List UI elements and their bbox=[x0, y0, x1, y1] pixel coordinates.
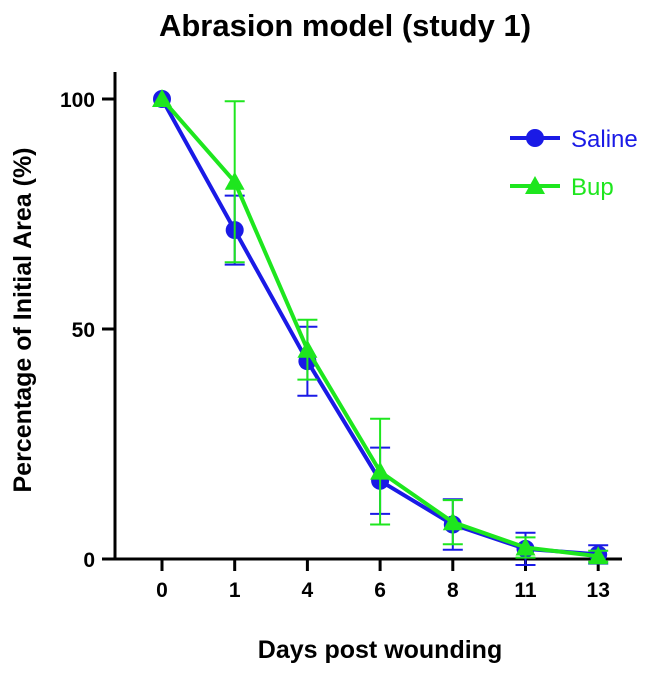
legend-item-bup: Bup bbox=[510, 174, 614, 201]
data-point-bup-0 bbox=[152, 89, 172, 107]
x-tick-label-6: 6 bbox=[374, 579, 386, 602]
legend-label-saline: Saline bbox=[571, 126, 638, 153]
x-axis-label: Days post wounding bbox=[258, 636, 502, 664]
data-point-bup-13 bbox=[588, 546, 609, 565]
series-bup bbox=[152, 89, 609, 565]
legend-label-bup: Bup bbox=[571, 174, 614, 201]
x-ticks: 0 1 4 6 8 11 13 bbox=[156, 559, 610, 602]
data-point-bup-4 bbox=[297, 339, 318, 358]
plot-area bbox=[152, 89, 609, 566]
x-tick-label-0: 0 bbox=[156, 579, 168, 602]
legend-marker-saline bbox=[526, 129, 544, 147]
y-ticks: 0 50 100 bbox=[60, 89, 115, 572]
legend-marker-bup bbox=[525, 176, 545, 194]
x-tick-label-13: 13 bbox=[587, 579, 610, 602]
y-tick-label-50: 50 bbox=[72, 319, 95, 342]
y-tick-label-100: 100 bbox=[60, 89, 95, 112]
chart-title: Abrasion model (study 1) bbox=[159, 8, 531, 43]
legend-item-saline: Saline bbox=[510, 126, 638, 153]
axes bbox=[113, 72, 622, 561]
y-axis-label: Percentage of Initial Area (%) bbox=[9, 148, 37, 493]
x-tick-label-4: 4 bbox=[302, 579, 314, 602]
data-point-bup-8 bbox=[442, 512, 463, 531]
data-point-bup-1 bbox=[224, 171, 245, 190]
data-point-bup-6 bbox=[370, 461, 391, 480]
x-tick-label-1: 1 bbox=[229, 579, 241, 602]
x-tick-label-8: 8 bbox=[447, 579, 459, 602]
legend: Saline Bup bbox=[510, 126, 638, 201]
data-point-bup-11 bbox=[515, 537, 536, 556]
y-tick-label-0: 0 bbox=[83, 549, 95, 572]
x-tick-label-11: 11 bbox=[514, 579, 537, 602]
